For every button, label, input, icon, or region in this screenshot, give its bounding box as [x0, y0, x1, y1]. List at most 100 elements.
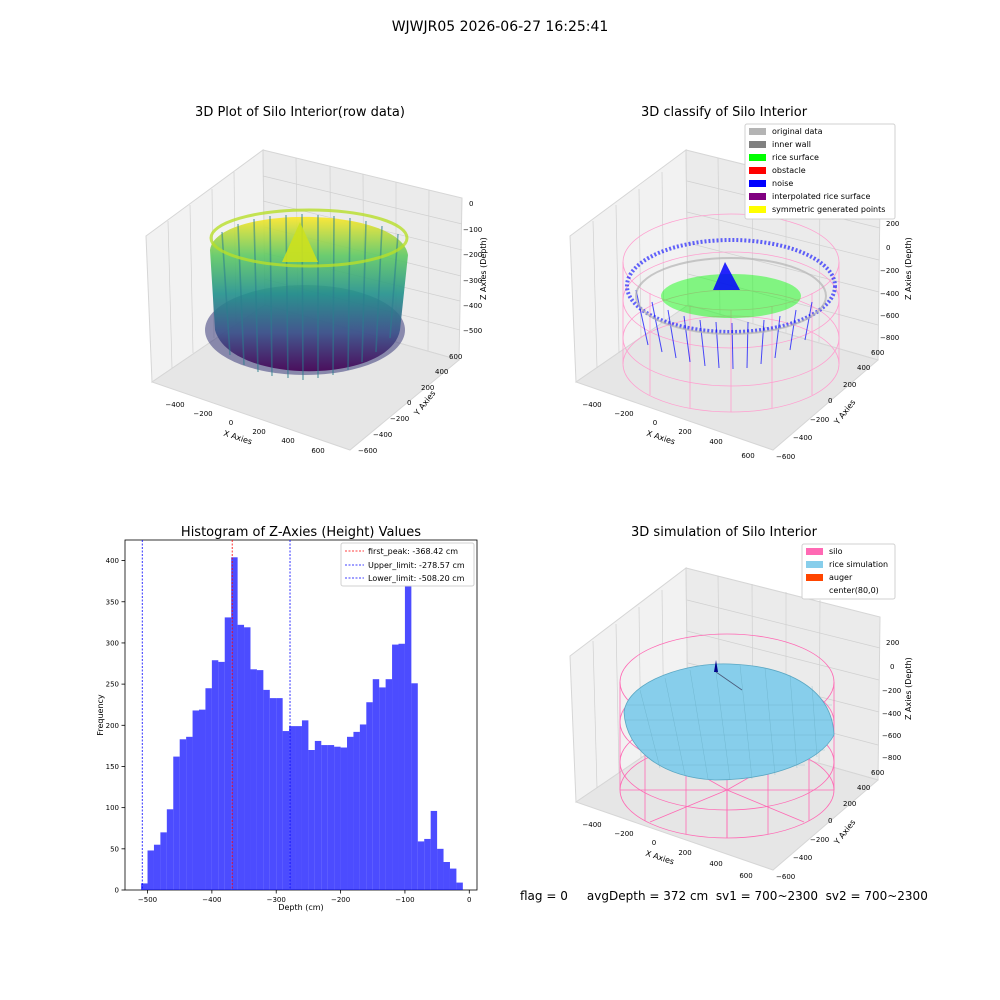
classify-legend-entry: interpolated rice surface: [749, 192, 870, 201]
classify-xlabel: X Axies: [645, 429, 676, 447]
histogram-bar: [256, 670, 264, 890]
histogram-bar: [392, 644, 399, 890]
histogram-bar: [173, 756, 180, 890]
classify-ztick: 0: [886, 244, 890, 252]
simulation-legend-entry: rice simulation: [806, 560, 888, 569]
histogram-ytick-label: 100: [106, 804, 119, 812]
classify-legend-entry: symmetric generated points: [749, 205, 885, 214]
legend-label: silo: [829, 547, 843, 556]
histogram-bars: [141, 557, 463, 890]
histogram-bar: [244, 627, 251, 890]
histogram-title: Histogram of Z-Axies (Height) Values: [181, 525, 421, 540]
simulation-xtick: 0: [652, 839, 656, 847]
legend-swatch: [749, 128, 766, 135]
raw-ztick: −300: [463, 277, 482, 285]
simulation-legend: silo rice simulation auger center(80,0): [801, 543, 896, 600]
histogram-bar: [430, 810, 438, 890]
classify-ytick: 200: [843, 381, 856, 389]
legend-label: original data: [772, 127, 823, 136]
raw-y-ticks: −600 −400 −200 0 200 400 600: [358, 353, 462, 455]
histogram-xtick-label: −300: [267, 896, 286, 904]
histogram-bar: [282, 731, 290, 890]
raw-ytick: 200: [421, 384, 434, 392]
simulation-ztick: −800: [882, 754, 901, 762]
raw-ztick: −200: [463, 251, 482, 259]
classify-x-ticks: −400 −200 0 200 400 600: [582, 401, 754, 460]
histogram-xtick-label: −500: [138, 896, 157, 904]
simulation-auger: [714, 660, 718, 672]
classify-legend-entry: noise: [749, 179, 793, 188]
histogram-bar: [211, 660, 219, 890]
classify-z-ticks: 200 0 −200 −400 −600 −800: [880, 220, 899, 342]
classify-xtick: 400: [709, 438, 722, 446]
classify-ytick: 400: [857, 364, 870, 372]
classify-ztick: 200: [886, 220, 899, 228]
histogram-bar: [231, 557, 238, 890]
histogram-bar: [321, 745, 328, 890]
histogram-ytick-label: 50: [110, 845, 119, 853]
histogram-bar: [160, 832, 167, 890]
raw-xtick: −400: [165, 401, 184, 409]
histogram-bar: [366, 702, 373, 890]
histogram-bar: [250, 669, 257, 890]
legend-label: symmetric generated points: [772, 205, 885, 214]
raw-ztick: −500: [463, 327, 482, 335]
raw-xtick: 200: [252, 428, 265, 436]
panel-raw-3d: 3D Plot of Silo Interior(row data) −400 …: [145, 105, 488, 455]
histogram-bar: [437, 848, 444, 890]
panel-simulation-3d: 3D simulation of Silo Interior: [569, 525, 913, 881]
simulation-zlabel: Z Axies (Depth): [904, 657, 913, 720]
raw-ztick: −100: [463, 226, 482, 234]
legend-swatch: [749, 180, 766, 187]
classify-floor-pane: [574, 304, 880, 451]
histogram-bar: [314, 740, 322, 890]
classify-xtick: −400: [582, 401, 601, 409]
raw-ytick: 0: [407, 399, 411, 407]
classify-legend-box: [744, 123, 896, 220]
simulation-z-ticks: 200 0 −200 −400 −600 −800: [882, 639, 901, 762]
histogram-bar: [192, 710, 200, 890]
simulation-ztick: −400: [882, 710, 901, 718]
raw-ytick: −600: [358, 447, 377, 455]
legend-swatch: [806, 548, 823, 555]
histogram-bar: [411, 683, 418, 890]
classify-legend: original data inner wall rice surface ob…: [744, 123, 896, 220]
histogram-bar: [147, 850, 154, 890]
histogram-bar: [263, 689, 270, 890]
figure-title: WJWJR05 2026-06-27 16:25:41: [392, 19, 609, 35]
legend-label: center(80,0): [829, 586, 879, 595]
simulation-xtick: 400: [709, 860, 722, 868]
histogram-bar: [289, 726, 296, 890]
histogram-bar: [347, 736, 354, 890]
classify-ztick: −200: [880, 267, 899, 275]
legend-label: rice surface: [772, 153, 819, 162]
legend-swatch: [806, 561, 823, 568]
legend-label: obstacle: [772, 166, 806, 175]
simulation-ylabel: Y Axies: [832, 818, 858, 847]
simulation-xlabel: X Axies: [644, 849, 675, 867]
classify-ylabel: Y Axies: [832, 398, 858, 427]
histogram-bar: [205, 688, 212, 890]
histogram-bar: [385, 679, 393, 890]
simulation-y-ticks: −600 −400 −200 0 200 400 600: [776, 769, 884, 881]
classify-xtick: 600: [741, 452, 754, 460]
simulation-ytick: −200: [810, 836, 829, 844]
histogram-bar: [276, 698, 283, 890]
classify-ztick: −600: [880, 312, 899, 320]
raw-ytick: −200: [390, 415, 409, 423]
legend-label: inner wall: [772, 140, 811, 149]
histogram-bar: [218, 661, 225, 890]
raw-ytick: 400: [435, 368, 448, 376]
histogram-bar: [398, 643, 405, 890]
histogram-bar: [301, 720, 309, 890]
histogram-xtick-label: −200: [331, 896, 350, 904]
panel-histogram: Histogram of Z-Axies (Height) Values −50…: [96, 525, 478, 912]
histogram-bar: [359, 724, 367, 890]
legend-label: interpolated rice surface: [772, 192, 870, 201]
raw-ytick: −400: [373, 431, 392, 439]
classify-ytick: −200: [810, 416, 829, 424]
legend-label: Lower_limit: -508.20 cm: [368, 574, 465, 583]
histogram-ytick-label: 150: [106, 763, 119, 771]
simulation-ytick: 600: [871, 769, 884, 777]
